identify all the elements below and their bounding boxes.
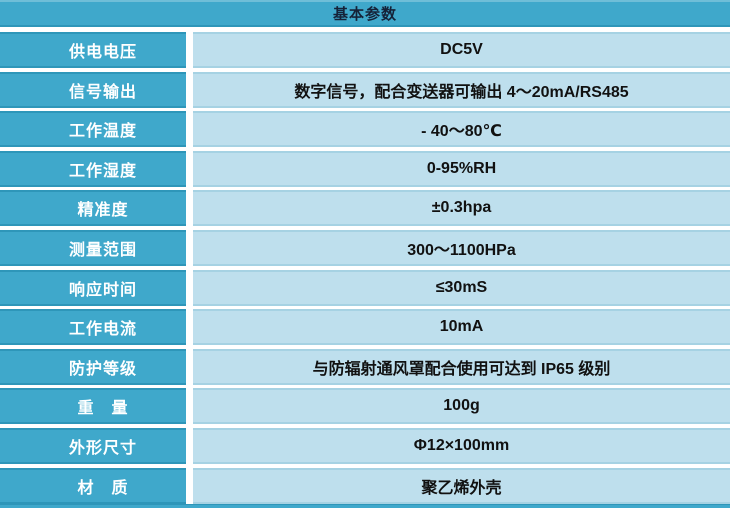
row-value-cell: 聚乙烯外壳 — [193, 467, 730, 504]
table-bottom-border — [0, 504, 730, 508]
table-row: 信号输出 数字信号，配合变送器可输出 4～20mA/RS485 — [0, 71, 730, 108]
row-label: 防护等级 — [68, 360, 137, 378]
row-value: 与防辐射通风罩配合使用可达到 IP65 级别 — [312, 360, 611, 378]
row-label-cell: 精准度 — [0, 190, 186, 227]
row-value-cell: - 40～80℃ — [193, 111, 730, 148]
row-label: 重 量 — [77, 400, 129, 418]
row-label-cell: 工作温度 — [0, 111, 186, 148]
row-value: 聚乙烯外壳 — [421, 479, 502, 497]
row-value: 10mA — [439, 318, 484, 336]
row-value-cell: 300～1100HPa — [193, 229, 730, 266]
row-value-cell: 与防辐射通风罩配合使用可达到 IP65 级别 — [193, 348, 730, 385]
table-row: 响应时间 ≤30mS — [0, 269, 730, 306]
table-header: 基本参数 — [0, 0, 730, 27]
table-row: 工作温度 - 40～80℃ — [0, 111, 730, 148]
table-row: 工作湿度 0-95%RH — [0, 150, 730, 187]
row-value: - 40～80℃ — [421, 123, 502, 141]
row-value: 100g — [443, 397, 480, 415]
table-row: 外形尺寸 Φ12×100mm — [0, 427, 730, 464]
row-label: 精准度 — [77, 202, 129, 220]
row-value-cell: ≤30mS — [193, 269, 730, 306]
row-label-cell: 工作电流 — [0, 309, 186, 346]
row-label: 信号输出 — [68, 83, 137, 101]
row-label-cell: 材 质 — [0, 467, 186, 504]
row-label-cell: 测量范围 — [0, 229, 186, 266]
row-label: 工作温度 — [68, 123, 137, 141]
table-row: 重 量 100g — [0, 388, 730, 425]
row-value: DC5V — [440, 41, 483, 58]
row-value-cell: Φ12×100mm — [193, 427, 730, 464]
table-row: 材 质 聚乙烯外壳 — [0, 467, 730, 504]
row-label-cell: 外形尺寸 — [0, 427, 186, 464]
row-value: 300～1100HPa — [407, 241, 516, 259]
table-row: 工作电流 10mA — [0, 309, 730, 346]
table-row: 精准度 ±0.3hpa — [0, 190, 730, 227]
row-value-cell: 10mA — [193, 309, 730, 346]
row-label: 响应时间 — [68, 281, 137, 299]
row-label: 工作电流 — [68, 321, 137, 339]
row-value: 数字信号，配合变送器可输出 4～20mA/RS485 — [294, 83, 629, 101]
row-label-cell: 重 量 — [0, 388, 186, 425]
row-value: Φ12×100mm — [413, 436, 510, 454]
row-label-cell: 供电电压 — [0, 32, 186, 68]
row-value: ≤30mS — [435, 278, 488, 296]
row-value-cell: 数字信号，配合变送器可输出 4～20mA/RS485 — [193, 71, 730, 108]
table-row: 防护等级 与防辐射通风罩配合使用可达到 IP65 级别 — [0, 348, 730, 385]
row-value-cell: 0-95%RH — [193, 150, 730, 187]
row-value: 0-95%RH — [426, 159, 497, 177]
row-value-cell: 100g — [193, 388, 730, 425]
row-label: 材 质 — [77, 479, 129, 497]
row-value-cell: DC5V — [193, 32, 730, 68]
table-row: 测量范围 300～1100HPa — [0, 229, 730, 266]
table-rows: 供电电压 DC5V 信号输出 数字信号，配合变送器可输出 4～20mA/RS48… — [0, 27, 730, 504]
table-title: 基本参数 — [332, 6, 397, 23]
row-label: 工作湿度 — [68, 162, 137, 180]
row-label: 外形尺寸 — [68, 439, 137, 457]
row-label-cell: 防护等级 — [0, 348, 186, 385]
row-value: ±0.3hpa — [431, 199, 492, 217]
row-value-cell: ±0.3hpa — [193, 190, 730, 227]
table-row: 供电电压 DC5V — [0, 32, 730, 68]
row-label-cell: 信号输出 — [0, 71, 186, 108]
row-label: 测量范围 — [68, 241, 137, 259]
row-label-cell: 工作湿度 — [0, 150, 186, 187]
row-label: 供电电压 — [68, 44, 137, 61]
row-label-cell: 响应时间 — [0, 269, 186, 306]
